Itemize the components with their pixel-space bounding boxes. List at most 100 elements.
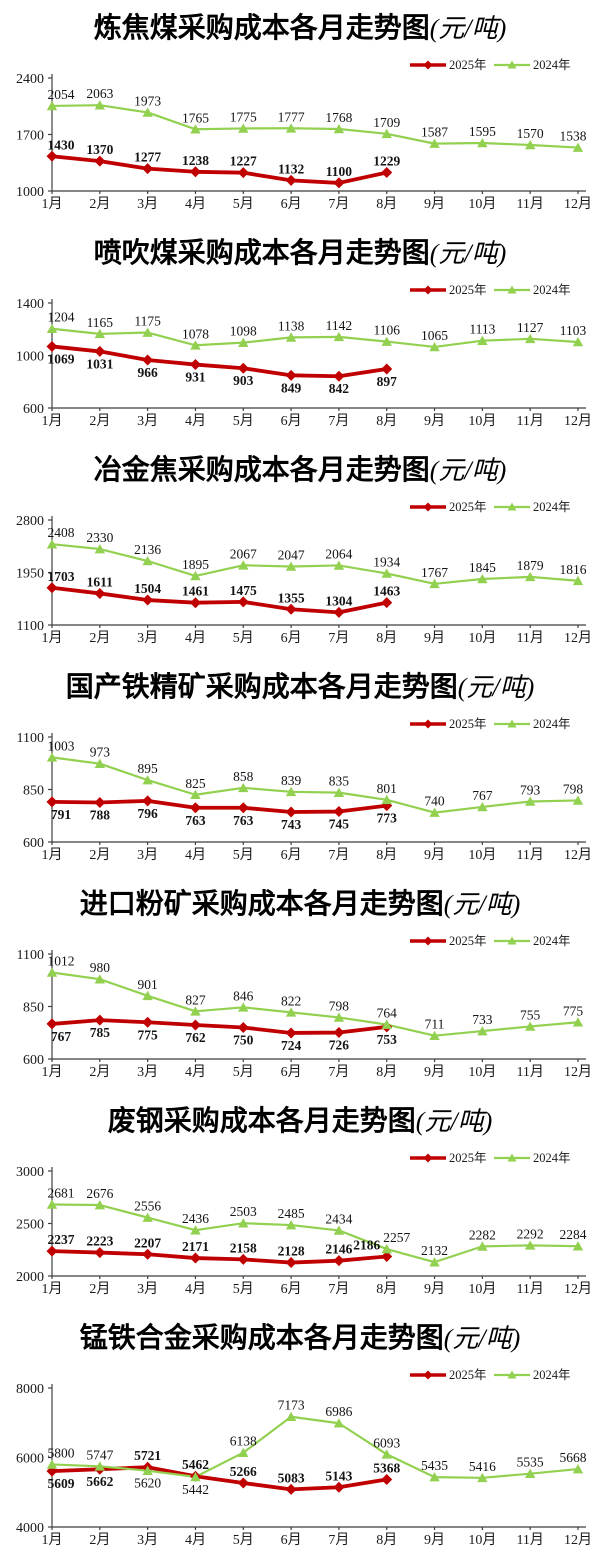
data-point-diamond-icon — [381, 597, 393, 609]
diamond-marker-icon — [423, 1370, 433, 1380]
data-point-diamond-icon — [94, 1247, 106, 1259]
data-point-triangle-icon — [333, 1418, 345, 1428]
x-tick-label: 10月 — [468, 413, 496, 429]
chart-section-scrap-steel: 废钢采购成本各月走势图(元/吨) 3000 2500 2000 1月 2月 3月 4月 5月 6… — [0, 1093, 600, 1305]
data-point-diamond-icon — [94, 155, 106, 167]
data-point-diamond-icon — [46, 340, 58, 352]
data-point-diamond-icon — [381, 167, 393, 179]
y-tick-label: 600 — [23, 402, 44, 417]
data-point-diamond-icon — [333, 1481, 345, 1493]
data-point-triangle-icon — [429, 341, 440, 352]
chart-title-text: 进口粉矿采购成本各月走势图 — [79, 889, 444, 920]
data-point-triangle-icon — [142, 1212, 153, 1222]
y-tick-label: 1100 — [17, 731, 44, 746]
x-tick-label: 7月 — [328, 1532, 349, 1548]
data-label: 895 — [138, 761, 159, 776]
data-point-triangle-icon — [190, 570, 201, 581]
data-point-diamond-icon — [46, 582, 58, 594]
chart-title: 炼焦煤采购成本各月走势图(元/吨) — [0, 0, 600, 50]
data-label: 1767 — [421, 565, 448, 580]
data-point-triangle-icon — [238, 337, 249, 347]
data-label: 980 — [90, 960, 111, 975]
x-tick-label: 8月 — [376, 196, 397, 212]
y-tick-label: 6000 — [16, 1452, 44, 1467]
data-point-triangle-icon — [190, 1225, 201, 1235]
chart-section-met-coke: 冶金焦采购成本各月走势图(元/吨) 2800 1950 1100 1月 2月 3月 4月 5月… — [0, 442, 600, 654]
data-label: 791 — [51, 807, 72, 822]
data-point-triangle-icon — [190, 340, 201, 350]
data-label: 931 — [185, 370, 206, 385]
x-tick-label: 3月 — [137, 413, 158, 429]
data-point-triangle-icon — [572, 575, 584, 586]
data-label: 1065 — [421, 328, 448, 343]
y-tick-label: 1700 — [16, 129, 44, 144]
data-point-diamond-icon — [94, 345, 106, 357]
triangle-marker-icon — [507, 1370, 517, 1379]
legend-label-2024: 2024年 — [533, 500, 571, 514]
series-line-2025年 — [50, 344, 389, 379]
data-label: 2136 — [134, 542, 161, 557]
data-label: 846 — [233, 988, 254, 1003]
chart-title: 喷吹煤采购成本各月走势图(元/吨) — [0, 225, 600, 275]
data-point-triangle-icon — [333, 1225, 345, 1235]
y-tick-label: 8000 — [16, 1382, 44, 1397]
data-point-triangle-icon — [524, 571, 536, 582]
x-tick-label: 2月 — [89, 196, 110, 212]
y-tick-label: 1100 — [17, 619, 44, 634]
data-point-triangle-icon — [524, 139, 536, 150]
data-point-triangle-icon — [46, 967, 58, 977]
legend: 2025年 2024年 — [410, 1368, 571, 1382]
data-label: 1031 — [86, 356, 113, 371]
diamond-marker-icon — [423, 285, 433, 295]
data-label: 2067 — [230, 546, 257, 561]
chart-title-unit: (元/吨) — [443, 890, 521, 919]
chart-title-text: 锰铁合金采购成本各月走势图 — [79, 1323, 444, 1354]
data-point-diamond-icon — [142, 1016, 154, 1028]
x-tick-label: 4月 — [185, 630, 206, 646]
data-point-diamond-icon — [381, 1250, 393, 1262]
data-label: 901 — [138, 977, 158, 992]
data-point-diamond-icon — [142, 594, 154, 606]
x-tick-label: 1月 — [42, 413, 63, 429]
data-point-triangle-icon — [190, 124, 201, 134]
y-tick-label: 2400 — [16, 72, 44, 87]
chart-section-ferromanganese: 锰铁合金采购成本各月走势图(元/吨) 8000 6000 4000 1月 2月 3月 4月 5… — [0, 1310, 600, 1556]
x-tick-label: 5月 — [233, 1281, 254, 1297]
data-label: 743 — [281, 817, 302, 832]
legend: 2025年 2024年 — [410, 934, 571, 948]
chart-title-unit: (元/吨) — [429, 456, 507, 485]
data-label: 2434 — [325, 1211, 352, 1226]
data-point-triangle-icon — [477, 1241, 488, 1251]
x-tick-label: 12月 — [564, 1281, 592, 1297]
series-line-2024年 — [50, 1415, 580, 1479]
legend-label-2025: 2025年 — [449, 500, 487, 514]
data-label: 822 — [281, 993, 301, 1008]
data-point-triangle-icon — [285, 1220, 297, 1230]
data-label: 2681 — [48, 1185, 75, 1200]
chart-title-text: 国产铁精矿采购成本各月走势图 — [65, 672, 458, 703]
data-label: 798 — [563, 781, 584, 796]
data-point-triangle-icon — [46, 752, 58, 762]
legend-label-2024: 2024年 — [533, 1151, 571, 1165]
legend-label-2024: 2024年 — [533, 1368, 571, 1382]
x-tick-label: 12月 — [564, 1064, 592, 1080]
data-label: 1012 — [48, 953, 75, 968]
y-tick-label: 4000 — [16, 1521, 44, 1536]
series-line-2024年 — [50, 756, 580, 814]
data-point-diamond-icon — [285, 1027, 297, 1039]
data-point-triangle-icon — [285, 561, 297, 571]
x-tick-label: 10月 — [468, 847, 496, 863]
x-tick-label: 7月 — [328, 847, 349, 863]
legend: 2025年 2024年 — [410, 283, 571, 297]
data-point-diamond-icon — [189, 166, 201, 178]
x-tick-label: 2月 — [89, 1064, 110, 1080]
x-tick-label: 3月 — [137, 1281, 158, 1297]
data-label: 2237 — [48, 1232, 75, 1247]
data-label: 1227 — [230, 154, 257, 169]
data-point-diamond-icon — [94, 1014, 106, 1026]
data-point-triangle-icon — [190, 789, 201, 800]
data-point-triangle-icon — [333, 124, 345, 134]
axes — [51, 733, 586, 843]
